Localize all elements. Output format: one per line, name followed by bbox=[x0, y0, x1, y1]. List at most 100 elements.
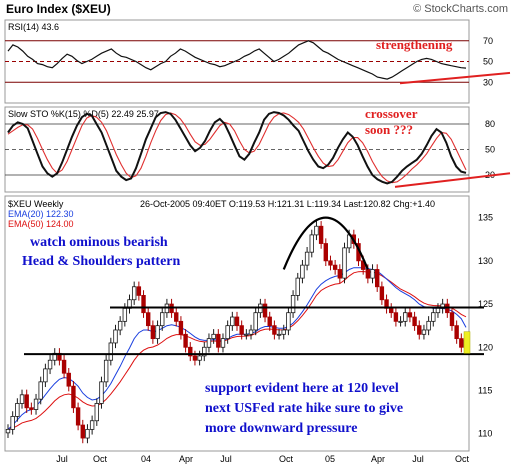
x-tick-label: Apr bbox=[371, 454, 385, 464]
candle-body bbox=[318, 225, 324, 244]
price-tick-label: 135 bbox=[478, 213, 493, 223]
candle-body bbox=[80, 424, 85, 439]
candle-body bbox=[412, 316, 417, 327]
sto-tick-label: 50 bbox=[485, 145, 495, 155]
candle-body bbox=[15, 403, 20, 417]
candle-body bbox=[286, 312, 291, 331]
candle-body bbox=[47, 359, 53, 370]
rsi-line bbox=[7, 40, 467, 80]
sto-label: Slow STO %K(15) %D(5) 22.49 25.97 bbox=[8, 109, 159, 119]
x-tick-label: Oct bbox=[455, 454, 470, 464]
candle-body bbox=[323, 243, 328, 262]
candle-body bbox=[225, 325, 230, 340]
annotation-crossover-line2: soon ??? bbox=[365, 122, 413, 137]
sto-k-line bbox=[7, 111, 467, 185]
candle-body bbox=[155, 325, 160, 340]
candle-body bbox=[94, 403, 99, 422]
annotation-hs-line2: Head & Shoulders pattern bbox=[22, 254, 181, 269]
candle-body bbox=[75, 407, 81, 426]
candle-body bbox=[407, 312, 413, 318]
candle-body bbox=[370, 269, 375, 279]
candle-body bbox=[183, 333, 188, 348]
sto-tick-label: 80 bbox=[485, 119, 495, 129]
candle-body bbox=[38, 381, 43, 400]
candle-body bbox=[188, 346, 193, 357]
candle-body bbox=[108, 342, 114, 361]
candle-body bbox=[267, 316, 272, 327]
candle-body bbox=[43, 368, 48, 383]
candle-body bbox=[141, 295, 146, 314]
candle-body bbox=[332, 264, 338, 270]
candle-body bbox=[248, 329, 254, 335]
candle-body bbox=[211, 333, 216, 340]
price-tick-label: 130 bbox=[478, 256, 493, 266]
rsi-tick-label: 30 bbox=[483, 77, 493, 87]
candle-body bbox=[431, 312, 436, 322]
candle-body bbox=[239, 325, 244, 335]
x-tick-label: Jul bbox=[56, 454, 68, 464]
sto-plot: 805020 bbox=[5, 111, 511, 188]
candle-body bbox=[300, 264, 305, 279]
candle-body bbox=[220, 338, 226, 348]
rsi-tick-label: 50 bbox=[483, 57, 493, 67]
candle-body bbox=[403, 312, 408, 322]
candle-body bbox=[192, 355, 198, 361]
x-tick-label: 04 bbox=[141, 454, 151, 464]
candle-body bbox=[449, 312, 455, 327]
candle-body bbox=[33, 398, 39, 410]
annotation-strengthening: strengthening bbox=[376, 37, 453, 52]
candle-body bbox=[206, 338, 212, 348]
candle-body bbox=[85, 428, 90, 439]
head-arc bbox=[282, 216, 369, 270]
candle-body bbox=[337, 269, 343, 279]
rsi-tick-label: 70 bbox=[483, 36, 493, 46]
ema20-line bbox=[7, 267, 467, 430]
candle-body bbox=[276, 333, 282, 336]
candle-body bbox=[426, 320, 431, 331]
candle-body bbox=[230, 316, 235, 327]
brand-label: © StockCharts.com bbox=[413, 3, 508, 15]
candle-body bbox=[24, 394, 29, 409]
price-info: 26-Oct-2005 09:40ET O:119.53 H:121.31 L:… bbox=[140, 199, 435, 209]
candle-body bbox=[5, 428, 11, 434]
candle-body bbox=[309, 234, 314, 253]
candle-body bbox=[417, 325, 422, 335]
candle-body bbox=[117, 320, 123, 331]
candle-body bbox=[216, 333, 221, 348]
candle-body bbox=[314, 225, 319, 236]
price-plot: 135 130 125 120 115 110 Jul Oct 04 Apr Jul Oct 05 Apr… bbox=[5, 213, 493, 464]
candle-body bbox=[71, 385, 76, 409]
candle-body bbox=[146, 312, 151, 327]
annotation-crossover-line1: crossover bbox=[365, 106, 418, 121]
candle-body bbox=[29, 407, 34, 410]
candle-body bbox=[295, 277, 300, 296]
candle-body bbox=[375, 269, 380, 288]
candle-body bbox=[281, 329, 286, 335]
candle-body bbox=[304, 251, 310, 266]
candle-body bbox=[393, 312, 399, 322]
annotation-pressure: more downward pressure bbox=[205, 421, 357, 436]
rsi-plot: 70 50 30 bbox=[5, 36, 511, 87]
ema20-legend: EMA(20) 122.30 bbox=[8, 209, 74, 219]
candle-body bbox=[66, 372, 71, 387]
candle-body bbox=[272, 325, 277, 335]
candle-body bbox=[234, 316, 240, 327]
candle-body bbox=[174, 312, 179, 322]
x-tick-label: Oct bbox=[93, 454, 108, 464]
x-tick-label: Apr bbox=[179, 454, 193, 464]
candle-body bbox=[459, 338, 464, 348]
candle-body bbox=[103, 359, 109, 383]
candle-body bbox=[253, 312, 258, 331]
candle-body bbox=[10, 416, 15, 430]
candle-body bbox=[421, 329, 427, 335]
x-tick-label: Jul bbox=[412, 454, 424, 464]
candle-body bbox=[150, 325, 156, 340]
last-bar-highlight bbox=[463, 331, 471, 354]
price-tick-label: 115 bbox=[478, 385, 492, 395]
candle-body bbox=[99, 381, 104, 404]
sto-trendline bbox=[394, 172, 511, 188]
candle-body bbox=[454, 325, 459, 340]
candle-body bbox=[136, 286, 142, 296]
